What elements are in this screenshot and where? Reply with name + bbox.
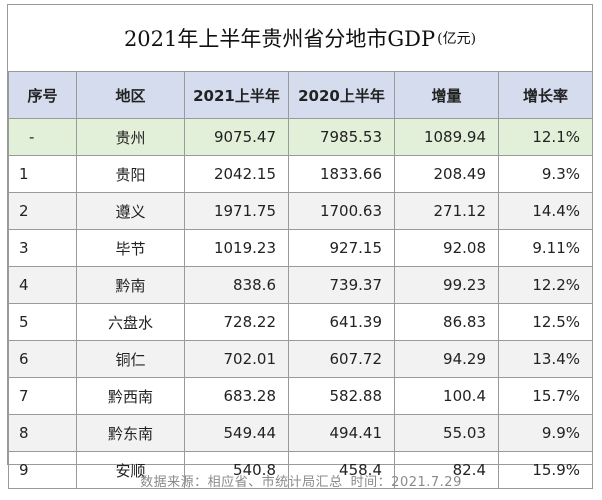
- cell-no: 5: [8, 303, 77, 341]
- cell-rate: 12.2%: [498, 266, 593, 304]
- cell-increase: 100.4: [394, 377, 499, 415]
- cell-region: 黔西南: [76, 377, 185, 415]
- cell-rate: 15.7%: [498, 377, 593, 415]
- header-region: 地区: [76, 71, 185, 119]
- cell-rate: 9.3%: [498, 155, 593, 193]
- cell-region: 六盘水: [76, 303, 185, 341]
- table-row: 1 贵阳 2042.15 1833.66 208.49 9.3%: [8, 155, 593, 193]
- cell-increase: 94.29: [394, 340, 499, 378]
- cell-2020: 607.72: [288, 340, 395, 378]
- cell-2020: 927.15: [288, 229, 395, 267]
- header-row: 序号 地区 2021上半年 2020上半年 增量 增长率: [8, 71, 593, 119]
- cell-rate: 13.4%: [498, 340, 593, 378]
- header-no: 序号: [8, 71, 77, 119]
- gdp-table: 序号 地区 2021上半年 2020上半年 增量 增长率 - 贵州 9075.47 7…: [8, 71, 593, 489]
- cell-rate: 15.9%: [498, 451, 593, 489]
- cell-no: 6: [8, 340, 77, 378]
- cell-increase: 271.12: [394, 192, 499, 230]
- header-2021: 2021上半年: [184, 71, 289, 119]
- cell-increase: 99.23: [394, 266, 499, 304]
- cell-rate: 12.5%: [498, 303, 593, 341]
- cell-no: 4: [8, 266, 77, 304]
- source-time: 时间：2021.7.29: [350, 474, 462, 490]
- table-title: 2021年上半年贵州省分地市GDP (亿元): [8, 5, 592, 72]
- summary-row: - 贵州 9075.47 7985.53 1089.94 12.1%: [8, 118, 593, 156]
- cell-region: 毕节: [76, 229, 185, 267]
- cell-2021: 549.44: [184, 414, 289, 452]
- cell-no: 1: [8, 155, 77, 193]
- table-row: 6 铜仁 702.01 607.72 94.29 13.4%: [8, 340, 593, 378]
- header-2020: 2020上半年: [288, 71, 395, 119]
- cell-rate: 12.1%: [498, 118, 593, 156]
- cell-increase: 55.03: [394, 414, 499, 452]
- cell-no: 8: [8, 414, 77, 452]
- table-row: 4 黔南 838.6 739.37 99.23 12.2%: [8, 266, 593, 304]
- cell-2021: 9075.47: [184, 118, 289, 156]
- cell-increase: 1089.94: [394, 118, 499, 156]
- title-unit: (亿元): [437, 31, 477, 47]
- header-rate: 增长率: [498, 71, 593, 119]
- cell-no: 7: [8, 377, 77, 415]
- cell-region: 黔东南: [76, 414, 185, 452]
- cell-no: -: [8, 118, 77, 156]
- cell-increase: 208.49: [394, 155, 499, 193]
- table-row: 9 安顺 540.8 458.4 82.4 15.9%: [8, 451, 593, 489]
- cell-2020: 458.4: [288, 451, 395, 489]
- cell-rate: 9.9%: [498, 414, 593, 452]
- cell-2021: 838.6: [184, 266, 289, 304]
- cell-2021: 683.28: [184, 377, 289, 415]
- cell-2020: 641.39: [288, 303, 395, 341]
- table-row: 3 毕节 1019.23 927.15 92.08 9.11%: [8, 229, 593, 267]
- cell-2020: 739.37: [288, 266, 395, 304]
- cell-rate: 9.11%: [498, 229, 593, 267]
- table-row: 5 六盘水 728.22 641.39 86.83 12.5%: [8, 303, 593, 341]
- cell-2021: 1019.23: [184, 229, 289, 267]
- cell-region: 贵阳: [76, 155, 185, 193]
- cell-increase: 82.4: [394, 451, 499, 489]
- cell-rate: 14.4%: [498, 192, 593, 230]
- table-row: 7 黔西南 683.28 582.88 100.4 15.7%: [8, 377, 593, 415]
- cell-no: 9: [8, 451, 77, 489]
- cell-2020: 1700.63: [288, 192, 395, 230]
- cell-region: 贵州: [76, 118, 185, 156]
- source-label: 数据来源：相应省、市统计局汇总: [140, 474, 343, 490]
- cell-region: 黔南: [76, 266, 185, 304]
- cell-increase: 92.08: [394, 229, 499, 267]
- gdp-table-frame: 2021年上半年贵州省分地市GDP (亿元) 序号 地区 2021上半年 2020…: [7, 4, 593, 489]
- cell-region: 铜仁: [76, 340, 185, 378]
- cell-2020: 582.88: [288, 377, 395, 415]
- cell-increase: 86.83: [394, 303, 499, 341]
- cell-2021: 702.01: [184, 340, 289, 378]
- cell-2021: 728.22: [184, 303, 289, 341]
- cell-no: 2: [8, 192, 77, 230]
- table-row: 8 黔东南 549.44 494.41 55.03 9.9%: [8, 414, 593, 452]
- header-increase: 增量: [394, 71, 499, 119]
- cell-2021: 1971.75: [184, 192, 289, 230]
- cell-2020: 494.41: [288, 414, 395, 452]
- cell-no: 3: [8, 229, 77, 267]
- cell-2020: 7985.53: [288, 118, 395, 156]
- cell-2020: 1833.66: [288, 155, 395, 193]
- table-row: 2 遵义 1971.75 1700.63 271.12 14.4%: [8, 192, 593, 230]
- cell-2021: 2042.15: [184, 155, 289, 193]
- title-text: 2021年上半年贵州省分地市GDP: [123, 27, 436, 51]
- cell-region: 遵义: [76, 192, 185, 230]
- data-source-note: 数据来源：相应省、市统计局汇总 时间：2021.7.29: [0, 465, 602, 495]
